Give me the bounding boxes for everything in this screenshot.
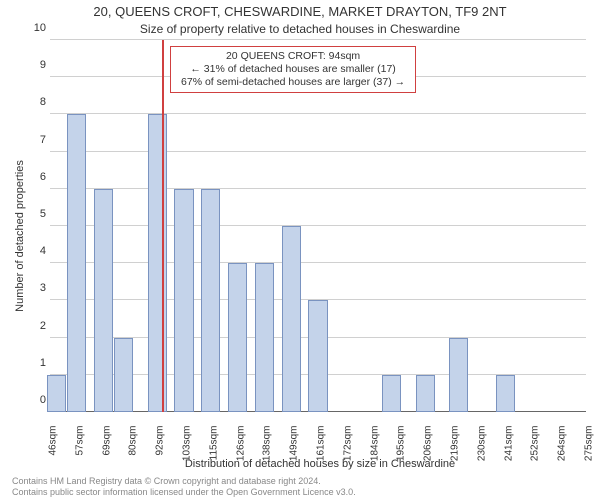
bar: [201, 189, 220, 412]
callout-line: ← 31% of detached houses are smaller (17…: [181, 63, 405, 76]
bar: [255, 263, 274, 412]
y-tick-label: 0: [22, 394, 46, 406]
bar: [496, 375, 515, 412]
y-tick-label: 4: [22, 245, 46, 257]
bar-chart: 01234567891046sqm57sqm69sqm80sqm92sqm103…: [50, 40, 586, 412]
x-axis-label: Distribution of detached houses by size …: [50, 458, 590, 470]
grid-line: [50, 188, 586, 189]
y-tick-label: 2: [22, 320, 46, 332]
page-subtitle: Size of property relative to detached ho…: [0, 22, 600, 36]
bar: [47, 375, 66, 412]
y-tick-label: 3: [22, 282, 46, 294]
grid-line: [50, 151, 586, 152]
y-axis-label: Number of detached properties: [14, 76, 26, 396]
bar: [382, 375, 401, 412]
grid-line: [50, 262, 586, 263]
attribution-line: Contains public sector information licen…: [12, 487, 356, 498]
y-tick-label: 6: [22, 171, 46, 183]
bar: [174, 189, 193, 412]
y-tick-label: 5: [22, 208, 46, 220]
callout-line: 20 QUEENS CROFT: 94sqm: [181, 50, 405, 63]
attribution: Contains HM Land Registry data © Crown c…: [12, 476, 356, 498]
bar: [416, 375, 435, 412]
attribution-line: Contains HM Land Registry data © Crown c…: [12, 476, 356, 487]
callout-box: 20 QUEENS CROFT: 94sqm← 31% of detached …: [170, 46, 416, 93]
property-marker-line: [162, 40, 164, 412]
bar: [449, 338, 468, 412]
y-tick-label: 7: [22, 134, 46, 146]
y-tick-label: 8: [22, 96, 46, 108]
y-tick-label: 9: [22, 59, 46, 71]
y-tick-label: 10: [22, 22, 46, 34]
y-tick-label: 1: [22, 357, 46, 369]
page-title: 20, QUEENS CROFT, CHESWARDINE, MARKET DR…: [0, 4, 600, 19]
bar: [94, 189, 113, 412]
callout-line: 67% of semi-detached houses are larger (…: [181, 76, 405, 89]
grid-line: [50, 113, 586, 114]
grid-line: [50, 39, 586, 40]
page-root: 20, QUEENS CROFT, CHESWARDINE, MARKET DR…: [0, 0, 600, 500]
bar: [114, 338, 133, 412]
bar: [308, 300, 327, 412]
bar: [67, 114, 86, 412]
bar: [282, 226, 301, 412]
bar: [228, 263, 247, 412]
grid-line: [50, 225, 586, 226]
